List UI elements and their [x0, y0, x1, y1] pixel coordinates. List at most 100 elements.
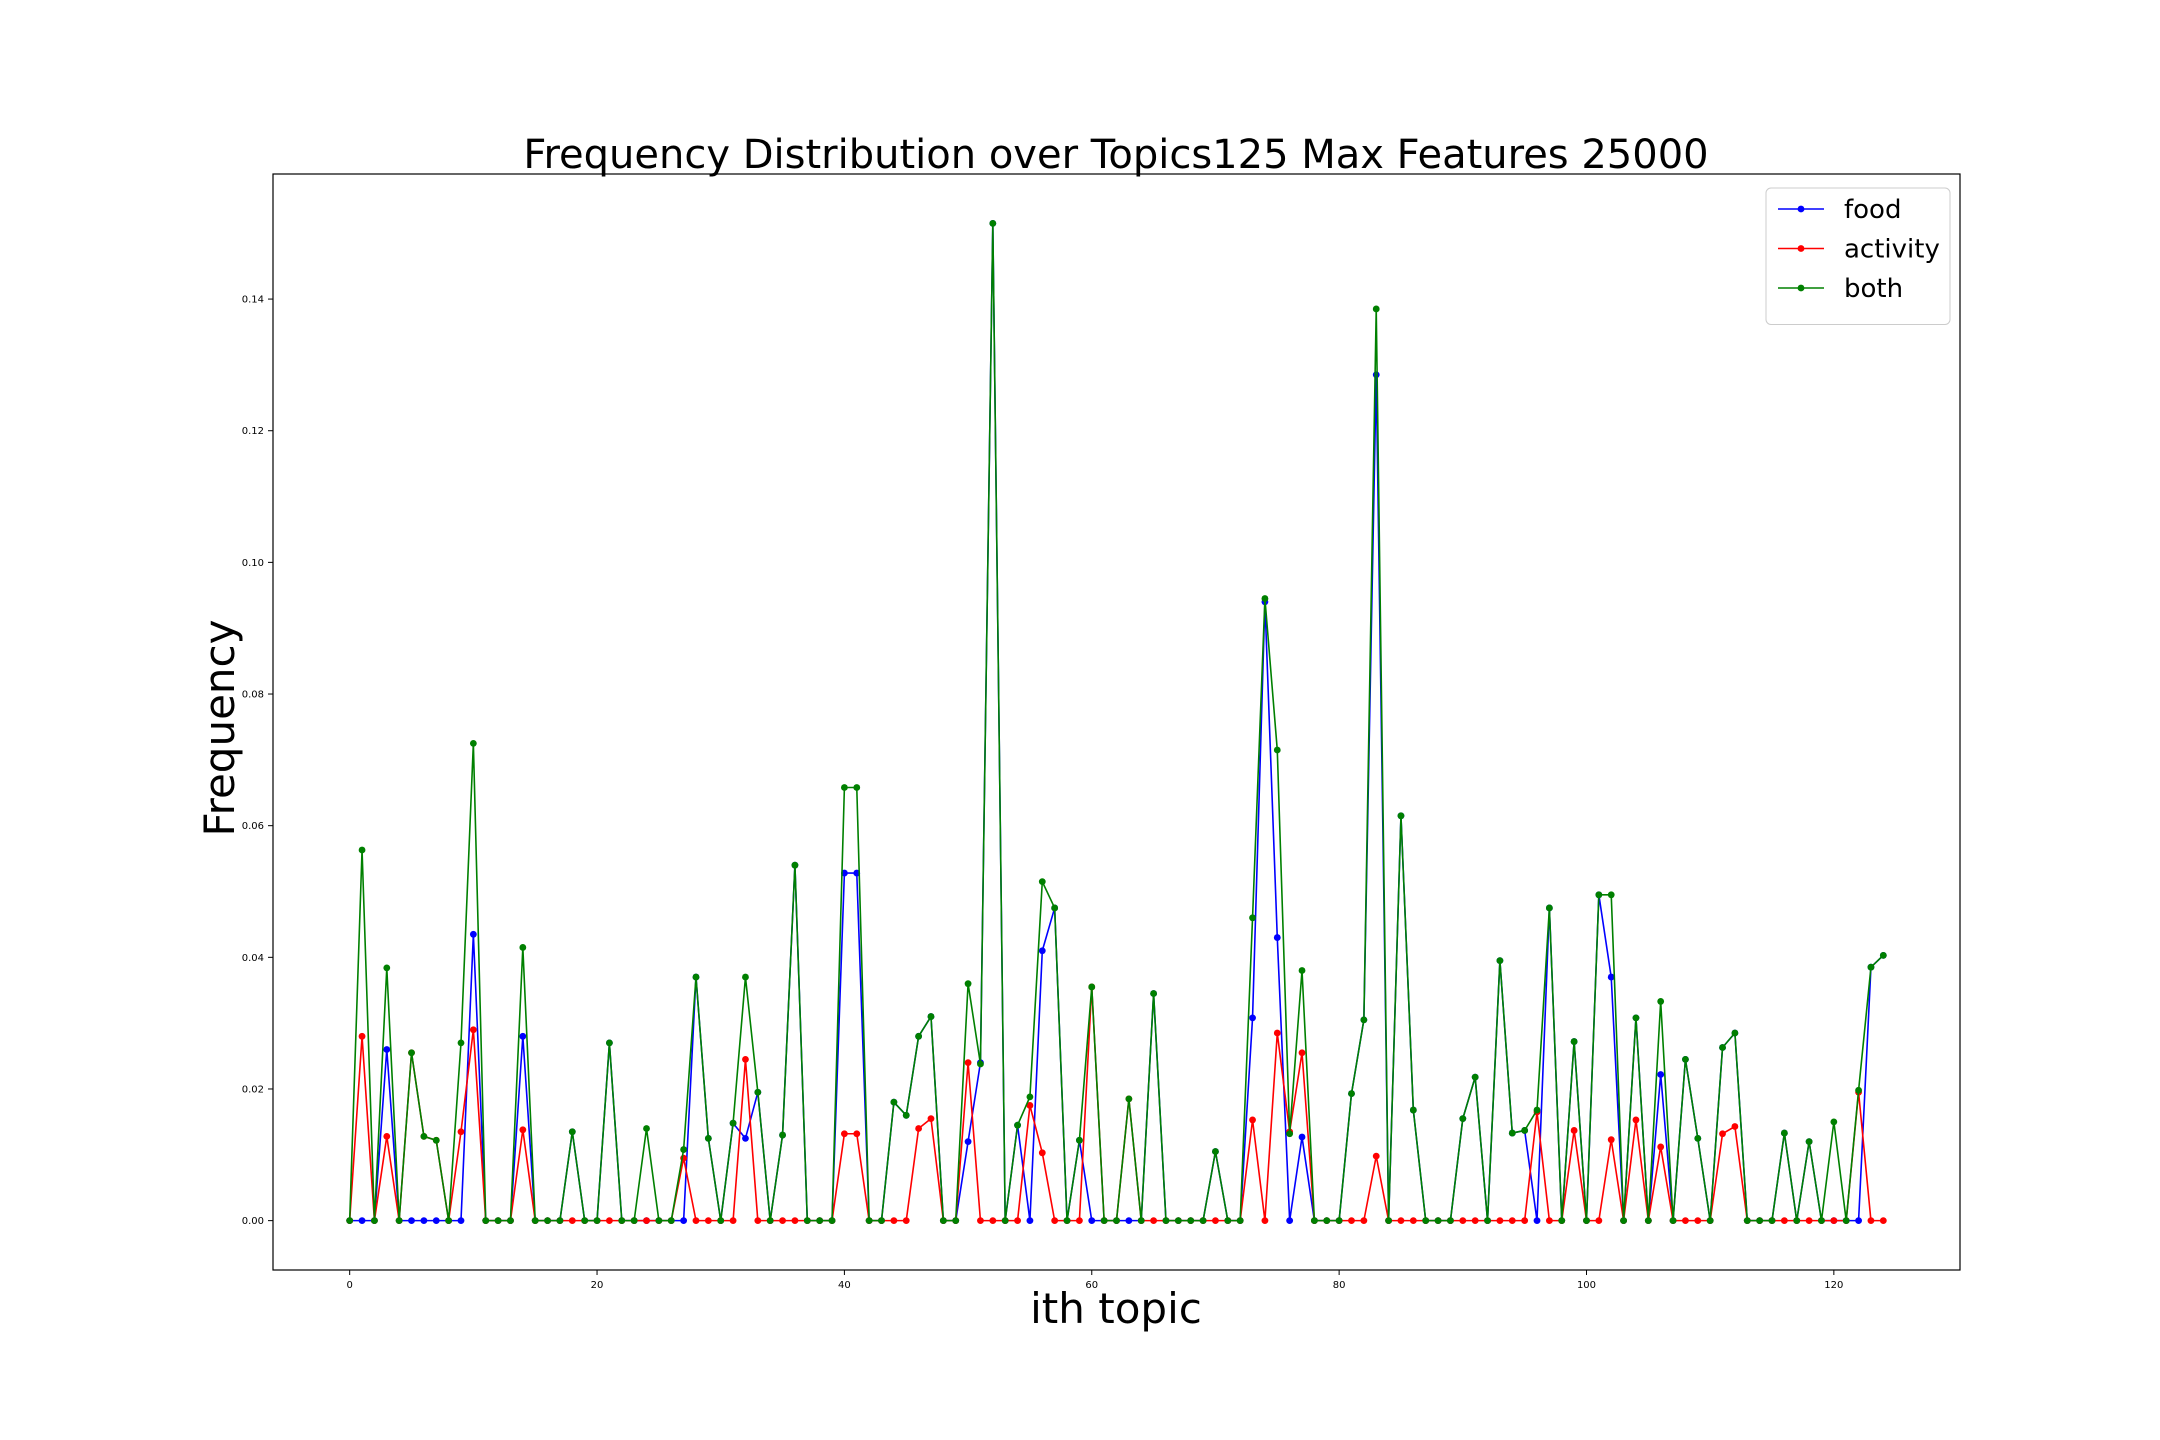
data-point-both — [989, 219, 997, 227]
data-point-activity — [915, 1125, 923, 1132]
data-point-activity — [927, 1115, 935, 1122]
data-point-food — [469, 930, 477, 938]
data-point-both — [568, 1128, 576, 1136]
data-point-activity — [1508, 1217, 1516, 1225]
data-point-activity — [853, 1130, 861, 1138]
data-point-both — [445, 1217, 453, 1225]
x-axis-ticks: 0 20 40 60 80 100 120 — [346, 1270, 1843, 1291]
data-point-both — [742, 973, 749, 981]
x-tick-label: 100 — [1577, 1280, 1596, 1291]
data-point-both — [618, 1217, 626, 1225]
data-point-activity — [1731, 1123, 1739, 1130]
data-point-both — [1719, 1044, 1726, 1051]
data-point-activity — [1348, 1217, 1355, 1225]
data-point-both — [1570, 1038, 1578, 1045]
data-point-both — [878, 1217, 885, 1225]
data-point-both — [1855, 1086, 1862, 1094]
data-point-activity — [606, 1217, 613, 1225]
data-point-food — [432, 1217, 440, 1225]
data-point-both — [1162, 1217, 1170, 1225]
data-point-food — [1372, 371, 1380, 379]
data-point-activity — [1595, 1217, 1603, 1225]
x-tick-label: 60 — [1085, 1280, 1098, 1291]
data-point-activity — [1682, 1217, 1689, 1225]
data-point-activity — [704, 1217, 712, 1225]
data-point-both — [630, 1217, 638, 1225]
data-point-both — [383, 964, 391, 972]
data-point-activity — [1038, 1149, 1046, 1157]
data-point-food — [1125, 1217, 1133, 1225]
data-point-activity — [457, 1128, 465, 1136]
data-point-both — [1533, 1106, 1541, 1114]
data-point-both — [1348, 1090, 1355, 1097]
data-point-activity — [1780, 1217, 1788, 1225]
data-point-food — [383, 1046, 391, 1053]
data-point-activity — [358, 1032, 366, 1040]
data-point-activity — [383, 1132, 391, 1140]
series-both — [346, 219, 1887, 1225]
data-point-both — [1545, 904, 1553, 912]
data-point-food — [1088, 1217, 1096, 1225]
data-point-both — [1360, 1016, 1368, 1024]
data-point-both — [1236, 1217, 1244, 1225]
data-point-activity — [1249, 1116, 1256, 1124]
y-axis-title: Frequency — [195, 620, 244, 837]
data-point-food — [1298, 1133, 1306, 1141]
data-point-both — [1521, 1127, 1529, 1134]
data-point-activity — [1632, 1116, 1640, 1124]
data-point-both — [939, 1217, 947, 1225]
data-point-both — [1756, 1217, 1764, 1225]
data-point-activity — [1867, 1217, 1875, 1225]
series-layer — [346, 219, 1887, 1225]
data-point-both — [531, 1217, 539, 1225]
data-point-activity — [1694, 1217, 1702, 1225]
legend-box — [1765, 187, 1951, 325]
data-point-both — [1459, 1115, 1467, 1122]
data-point-both — [1286, 1130, 1294, 1138]
data-point-activity — [977, 1217, 984, 1225]
data-point-both — [1409, 1106, 1417, 1114]
data-point-both — [507, 1217, 514, 1225]
data-point-both — [1496, 957, 1504, 965]
data-point-both — [1471, 1073, 1479, 1081]
data-point-activity — [791, 1217, 799, 1225]
data-point-both — [1842, 1217, 1850, 1225]
data-point-both — [1805, 1138, 1813, 1146]
data-point-both — [667, 1217, 675, 1225]
data-point-both — [606, 1039, 613, 1047]
data-point-food — [519, 1032, 527, 1040]
data-point-both — [469, 739, 477, 747]
data-point-both — [865, 1217, 873, 1225]
data-point-both — [1830, 1118, 1838, 1126]
data-point-both — [346, 1217, 354, 1225]
data-point-both — [915, 1032, 923, 1040]
data-point-both — [371, 1217, 378, 1225]
data-point-food — [680, 1217, 688, 1225]
data-point-both — [655, 1217, 663, 1225]
data-point-activity — [1397, 1217, 1405, 1225]
data-point-both — [1879, 951, 1887, 959]
legend-swatch-marker — [1797, 205, 1805, 213]
data-point-activity — [754, 1217, 762, 1225]
data-point-activity — [519, 1126, 527, 1134]
data-point-both — [1137, 1217, 1145, 1225]
data-point-activity — [1014, 1217, 1021, 1225]
data-point-activity — [1496, 1217, 1504, 1225]
data-point-food — [1038, 947, 1046, 955]
legend-swatch-marker — [1797, 284, 1805, 292]
data-point-both — [841, 784, 848, 791]
data-point-both — [1385, 1217, 1392, 1225]
data-point-activity — [1719, 1130, 1726, 1138]
data-point-food — [742, 1134, 749, 1142]
data-point-both — [482, 1217, 490, 1225]
data-point-food — [964, 1138, 972, 1146]
data-point-both — [1818, 1217, 1825, 1225]
data-point-both — [1484, 1217, 1491, 1225]
data-point-both — [1768, 1217, 1776, 1225]
data-point-both — [593, 1217, 601, 1225]
data-point-food — [1607, 973, 1615, 981]
data-point-activity — [989, 1217, 997, 1225]
data-point-activity — [1471, 1217, 1479, 1225]
data-point-activity — [643, 1217, 650, 1225]
chart-title: Frequency Distribution over Topics125 Ma… — [523, 132, 1708, 178]
